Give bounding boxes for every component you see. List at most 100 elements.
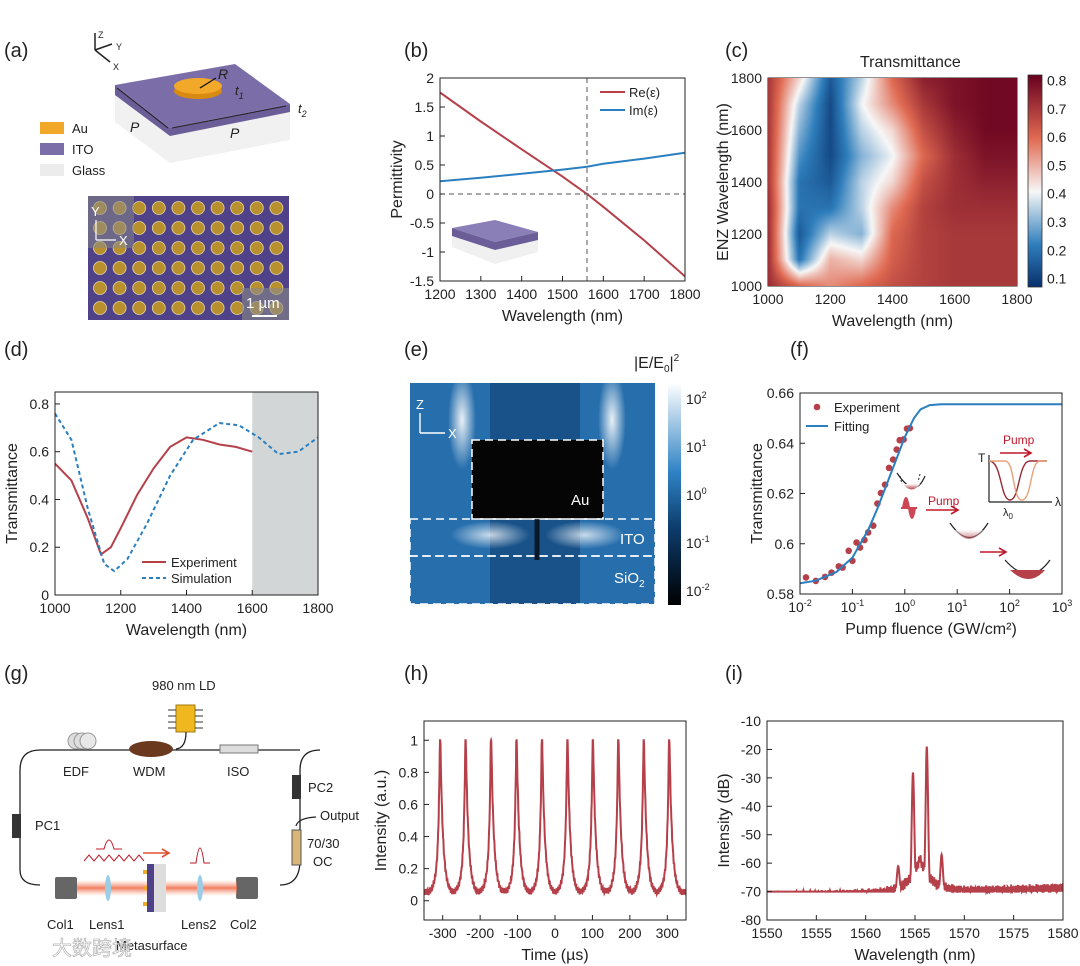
au-nanodisk [132,221,147,235]
inset-t: T [978,451,986,465]
y-tick-label: 1400 [731,174,762,190]
au-nanodisk [230,261,245,275]
y-tick-label: -60 [741,855,761,871]
isolator-icon [219,744,259,754]
au-nanodisk [132,241,147,255]
arrow-icon [1000,448,1033,458]
y-axis-label: Permittivity [389,140,406,218]
scale-bar-box [242,288,289,320]
y-tick-label: 0.2 [30,539,50,555]
x-tick-label: 102 [999,598,1020,615]
colorbar-tick-label: 0.8 [1047,73,1067,89]
au-nanodisk [132,301,147,315]
label-sio2: SiO2 [614,570,645,590]
panel-label-b: (b) [404,40,428,62]
x-tick-label: 1575 [998,925,1029,941]
panel-label-d: (d) [4,339,28,361]
inset-pump-1: Pump [928,494,960,508]
y-tick-label: 1000 [731,278,762,294]
panel-label-i: (i) [725,663,743,685]
x-tick-label: 100 [581,925,605,941]
data-point [893,446,900,453]
data-point [802,574,810,581]
panel-f-insets: Pump T λ λ0 Pump [896,433,1061,579]
chart-b: 1200 1300 1400 1500 1600 1700 1800 -1.5 -1 -0.5 0 0… [389,70,701,325]
x-tick-label: 1500 [547,286,578,302]
sio2-region [409,555,656,605]
panel-e-colorbar-title: |E/E0|2 [634,353,680,375]
panel-label-e: (e) [404,339,428,361]
y-axis-label: Intensity (a.u.) [373,770,390,871]
x-tick-label: 1800 [1001,291,1032,307]
chart-f: 10-2 10-1 100 101 102 103 0.58 0.6 0.62 0.64 0.66 P… [749,385,1072,638]
label-wdm: WDM [133,764,166,779]
y-tick-label: 0.4 [399,829,419,845]
dim-t2: t2 [298,101,307,119]
x-tick-label: -300 [429,925,457,941]
y-tick-label: 0.6 [30,444,50,460]
colorbar-tick-label: 0.6 [1047,129,1067,145]
x-tick-label: 0 [551,925,559,941]
x-tick-label: 1800 [302,600,333,616]
panel-label-h: (h) [404,663,428,685]
legend-swatch [813,403,821,411]
axis-x: X [113,62,119,72]
y-tick-label: 0.6 [775,536,795,552]
legend-label: Experiment [171,555,237,570]
x-tick-label: 1555 [801,925,832,941]
cb-tick: 10-2 [686,582,710,599]
series-group [55,412,318,573]
panel-label-g: (g) [4,663,28,685]
shaded-region [252,392,318,595]
au-nanodisk [171,201,186,215]
y-tick-label: 1600 [731,122,762,138]
label-metasurface: Metasurface [116,938,188,953]
au-nanodisk [132,261,147,275]
col2-icon [236,877,258,899]
au-nanodisk [269,201,284,215]
metasurface-icon [147,864,154,912]
au-nanodisk [191,261,205,275]
legend-swatch-au [40,122,64,134]
panel-e-field-map: Au ITO SiO2 Z X [409,370,656,605]
x-tick-label: 1200 [424,286,455,302]
au-nanodisk [112,301,127,315]
shift-inset: T λ λ0 Pump [978,433,1061,521]
watermark: 大数跨境 [52,937,132,960]
panel-a-schematic: Z Y X R t1 t2 P P Au ITO Glass Y X 1 µm [40,30,307,320]
au-nanodisk [230,241,245,255]
legend-label: Experiment [834,400,900,415]
x-axis-label: Wavelength (nm) [502,308,623,325]
x-tick-label: 300 [656,925,680,941]
e-axis-arrows [419,413,445,434]
au-nanodisk [230,281,245,295]
wdm-icon [129,741,173,757]
x-tick-label: 1580 [1047,925,1078,941]
legend-label: Im(ε) [629,103,658,118]
y-axis-label: Transmittance [749,443,766,544]
dim-p2: P [230,125,240,141]
panel-e-colorbar-ticks: 102 101 100 10-1 10-2 [686,390,710,599]
x-axis-label: Wavelength (nm) [126,622,247,639]
y-tick-label: 1200 [731,226,762,242]
label-col2: Col2 [230,917,257,932]
au-nanodisk [230,301,245,315]
x-tick-label: 1600 [588,286,619,302]
y-tick-label: 0.6 [399,796,419,812]
series-line-simulation [55,412,318,573]
x-tick-label: 1000 [39,600,70,616]
period-arrows [116,87,287,129]
material-legend: Au ITO Glass [40,121,106,178]
axes-triad-icon [94,33,113,63]
cb-tick: 101 [686,438,707,455]
au-nanodisk [151,241,166,255]
y-tick-label: -1.5 [410,273,434,289]
au-nanodisk [191,201,205,215]
x-tick-label: 1000 [752,291,783,307]
y-tick-label: 0.5 [415,157,435,173]
au-nanodisk [191,221,205,235]
series-line-im- [440,151,685,183]
legend-swatch-glass [40,164,64,176]
panel-label-a: (a) [4,40,28,62]
